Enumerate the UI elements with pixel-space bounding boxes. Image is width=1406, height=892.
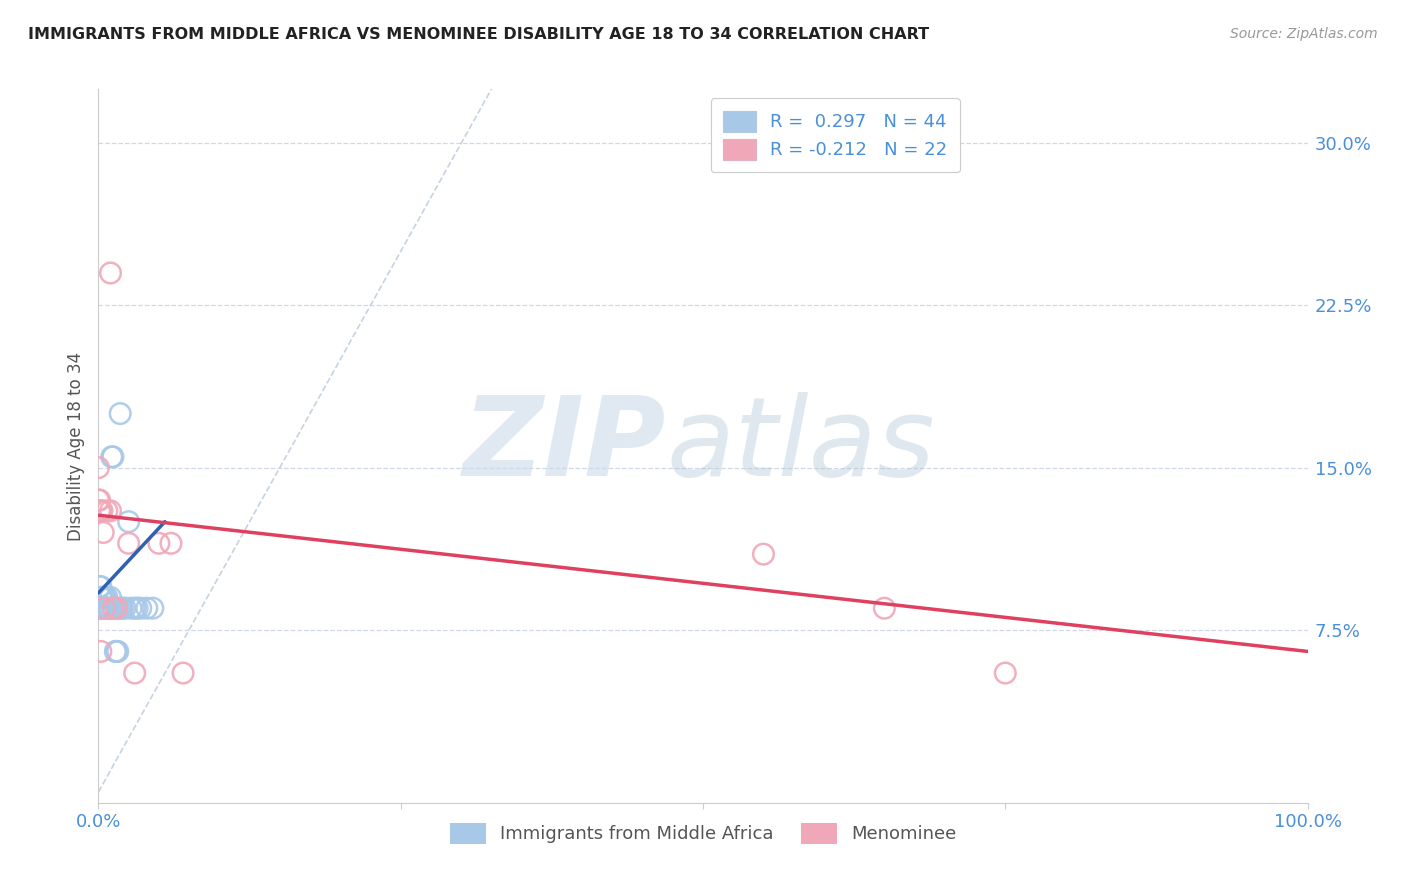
Point <box>97 601 120 615</box>
Point <box>105 601 128 615</box>
Point <box>91 591 114 605</box>
Point <box>91 591 114 605</box>
Point <box>752 547 775 561</box>
Point <box>108 601 131 615</box>
Point <box>994 666 1017 681</box>
Point <box>93 591 115 605</box>
Point <box>93 601 115 615</box>
Point <box>91 591 114 605</box>
Point <box>91 504 114 518</box>
Point <box>90 580 112 594</box>
Point <box>100 450 122 464</box>
Point <box>100 504 122 518</box>
Text: ZIP: ZIP <box>463 392 666 500</box>
Point <box>104 644 127 658</box>
Point <box>96 591 118 605</box>
Point <box>94 601 117 615</box>
Point <box>135 601 157 615</box>
Point <box>91 601 114 615</box>
Legend: Immigrants from Middle Africa, Menominee: Immigrants from Middle Africa, Menominee <box>443 815 963 851</box>
Y-axis label: Disability Age 18 to 34: Disability Age 18 to 34 <box>66 351 84 541</box>
Point <box>93 601 115 615</box>
Text: Source: ZipAtlas.com: Source: ZipAtlas.com <box>1230 27 1378 41</box>
Point <box>103 601 125 615</box>
Point <box>148 536 170 550</box>
Point <box>100 266 122 280</box>
Point <box>873 601 896 615</box>
Point <box>127 601 149 615</box>
Point <box>101 601 124 615</box>
Point <box>91 601 114 615</box>
Point <box>111 601 134 615</box>
Point <box>96 601 118 615</box>
Point <box>91 601 114 615</box>
Point <box>100 591 122 605</box>
Point <box>124 601 146 615</box>
Point <box>90 591 112 605</box>
Point <box>90 504 112 518</box>
Point <box>89 504 111 518</box>
Point <box>90 644 112 658</box>
Point <box>124 666 146 681</box>
Point <box>118 515 141 529</box>
Point <box>91 601 114 615</box>
Point <box>89 580 111 594</box>
Text: atlas: atlas <box>666 392 935 500</box>
Point <box>98 601 121 615</box>
Text: IMMIGRANTS FROM MIDDLE AFRICA VS MENOMINEE DISABILITY AGE 18 TO 34 CORRELATION C: IMMIGRANTS FROM MIDDLE AFRICA VS MENOMIN… <box>28 27 929 42</box>
Point <box>172 666 194 681</box>
Point <box>94 591 117 605</box>
Point <box>129 601 152 615</box>
Point <box>118 536 141 550</box>
Point <box>94 601 117 615</box>
Point <box>101 450 124 464</box>
Point <box>87 493 110 508</box>
Point <box>114 601 136 615</box>
Point <box>89 601 111 615</box>
Point <box>89 493 111 508</box>
Point <box>90 601 112 615</box>
Point <box>110 601 132 615</box>
Point <box>108 407 131 421</box>
Point <box>87 601 110 615</box>
Point <box>105 644 128 658</box>
Point <box>107 644 129 658</box>
Point <box>87 601 110 615</box>
Point <box>91 525 114 540</box>
Point <box>160 536 183 550</box>
Point <box>87 460 110 475</box>
Point <box>100 601 122 615</box>
Point <box>96 504 118 518</box>
Point <box>142 601 165 615</box>
Point <box>93 601 115 615</box>
Point <box>120 601 142 615</box>
